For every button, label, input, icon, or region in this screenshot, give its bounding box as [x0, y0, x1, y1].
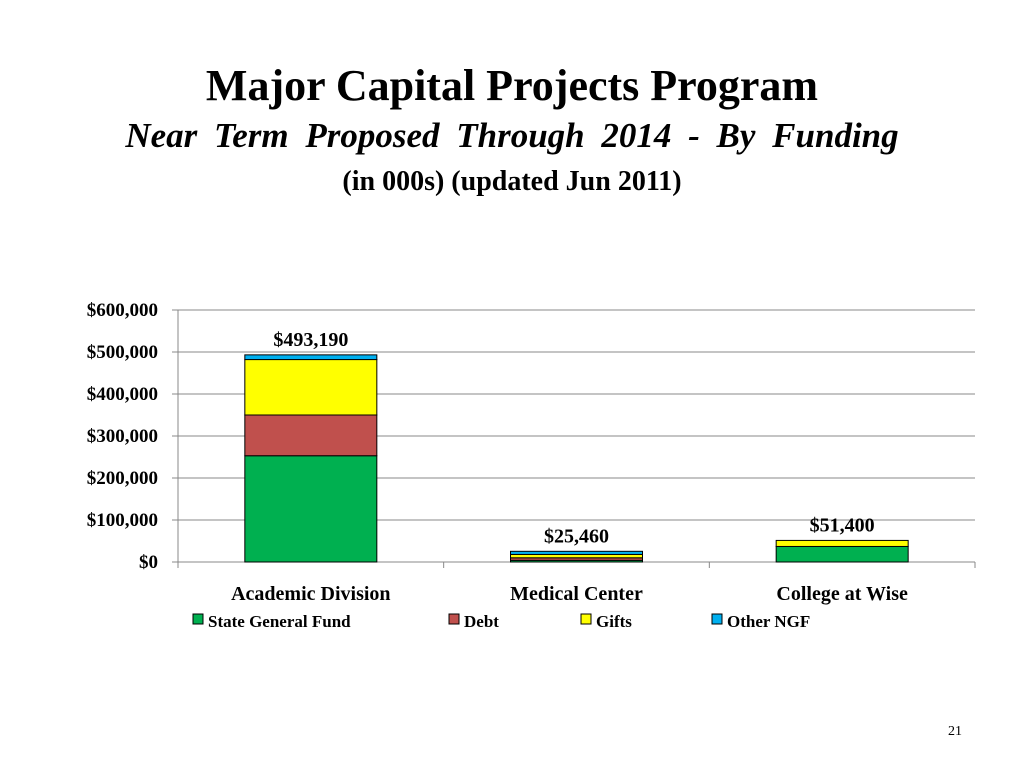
y-tick-label: $600,000	[87, 300, 158, 321]
slide-number: 21	[948, 724, 962, 739]
bar-segment-gifts-academic-division[interactable]	[244, 359, 378, 416]
bar-segment-state-general-fund-college-at-wise[interactable]	[775, 545, 909, 563]
slide-subtitle: Near Term Proposed Through 2014 - By Fun…	[125, 116, 899, 155]
bar-segment-debt-academic-division[interactable]	[244, 414, 378, 457]
total-label: $493,190	[273, 329, 348, 351]
legend-label-gifts: Gifts	[596, 612, 632, 631]
y-tick-label: $200,000	[87, 468, 158, 489]
legend-label-debt: Debt	[464, 612, 499, 631]
total-label: $51,400	[810, 514, 875, 536]
y-tick-label: $400,000	[87, 384, 158, 405]
bar-segment-gifts-medical-center[interactable]	[510, 553, 643, 559]
x-category-label: Academic Division	[231, 583, 390, 605]
title-block: Major Capital Projects Program Near Term…	[0, 58, 1024, 202]
legend-swatch-state-general-fund	[192, 613, 204, 625]
legend-swatch-gifts	[580, 613, 592, 625]
bar-segment-state-general-fund-academic-division[interactable]	[244, 455, 378, 563]
bar-segment-other-ngf-academic-division[interactable]	[244, 354, 378, 361]
legend-swatch-other-ngf	[711, 613, 723, 625]
x-category-label: Medical Center	[510, 583, 643, 605]
y-tick-label: $100,000	[87, 510, 158, 531]
x-category-label: College at Wise	[776, 583, 908, 605]
legend-label-other-ngf: Other NGF	[727, 612, 810, 631]
slide-title: Major Capital Projects Program	[205, 61, 819, 110]
y-tick-label: $500,000	[87, 342, 158, 363]
y-tick-label: $300,000	[87, 426, 158, 447]
bar-segment-gifts-college-at-wise[interactable]	[775, 539, 909, 547]
slide-subtitle-units: (in 000s) (updated Jun 2011)	[342, 166, 682, 197]
y-tick-label: $0	[139, 552, 158, 573]
total-label: $25,460	[544, 525, 609, 547]
legend-swatch-debt	[448, 613, 460, 625]
bar-segment-other-ngf-medical-center[interactable]	[510, 550, 643, 555]
legend-label-state-general-fund: State General Fund	[208, 612, 351, 631]
